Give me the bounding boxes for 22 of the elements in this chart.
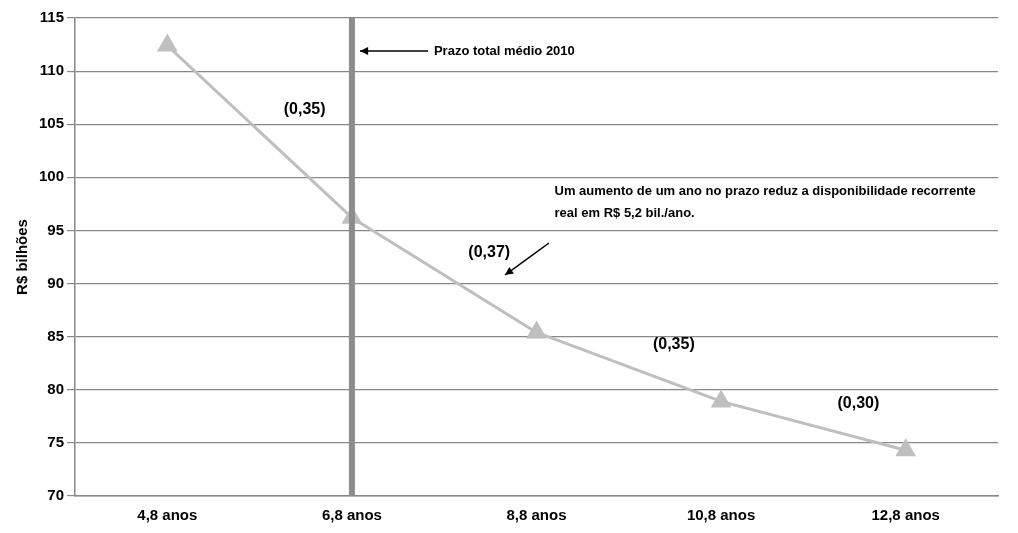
annotation: (0,30) [837, 394, 880, 412]
y-tick-label: 110 [39, 61, 65, 79]
x-tick-label: 8,8 anos [506, 506, 567, 524]
y-tick-label: 85 [47, 326, 65, 344]
x-tick-label: 6,8 anos [321, 506, 382, 524]
annotation: (0,37) [468, 243, 511, 261]
y-tick-label: 105 [39, 114, 65, 132]
y-tick-label: 95 [47, 220, 65, 238]
y-tick-label: 80 [47, 379, 65, 397]
y-tick-label: 100 [39, 167, 65, 185]
y-axis-title: R$ bilhões [13, 219, 31, 295]
y-tick-label: 90 [47, 273, 65, 291]
x-tick-label: 12,8 anos [871, 506, 940, 524]
x-tick-label: 4,8 anos [137, 506, 198, 524]
annotation: (0,35) [652, 335, 695, 353]
y-tick-label: 70 [47, 486, 65, 504]
x-tick-label: 10,8 anos [686, 506, 756, 524]
annotation: (0,35) [283, 100, 326, 118]
ref-line-label: Prazo total médio 2010 [433, 42, 575, 58]
y-tick-label: 115 [39, 8, 65, 26]
annotation: Um aumento de um ano no prazo reduz a disponibilidade recorrente real em R$ 5,2 bil./ano. [554, 182, 976, 220]
y-tick-label: 75 [47, 433, 65, 451]
